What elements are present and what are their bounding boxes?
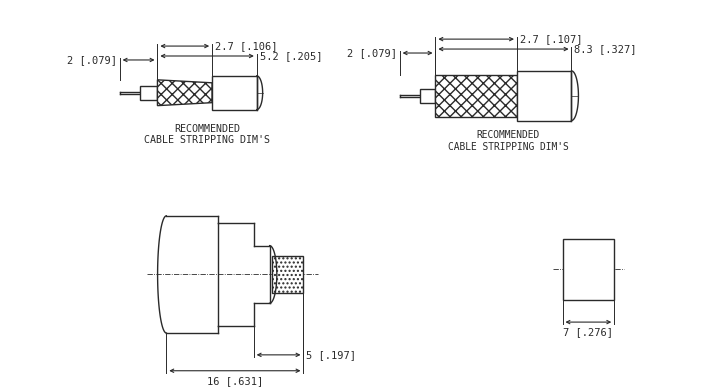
Text: 2 [.079]: 2 [.079]	[67, 55, 117, 65]
Bar	[436, 75, 517, 117]
Text: 8.3 [.327]: 8.3 [.327]	[575, 44, 637, 54]
Text: 2 [.079]: 2 [.079]	[347, 48, 397, 58]
Text: RECOMMENDED
CABLE STRIPPING DIM'S: RECOMMENDED CABLE STRIPPING DIM'S	[144, 124, 270, 145]
Bar	[562, 239, 614, 300]
Polygon shape	[158, 80, 212, 106]
Text: 7 [.276]: 7 [.276]	[563, 327, 613, 337]
Text: RECOMMENDED
CABLE STRIPPING DIM'S: RECOMMENDED CABLE STRIPPING DIM'S	[448, 131, 569, 152]
Text: 5.2 [.205]: 5.2 [.205]	[260, 51, 323, 61]
Text: 2.7 [.107]: 2.7 [.107]	[520, 34, 582, 44]
Bar	[140, 86, 158, 100]
Bar	[212, 76, 257, 109]
Bar	[271, 256, 303, 293]
Bar	[517, 71, 572, 120]
Bar	[420, 89, 436, 103]
Text: 16 [.631]: 16 [.631]	[207, 376, 263, 386]
Text: 5 [.197]: 5 [.197]	[307, 350, 356, 360]
Text: 2.7 [.106]: 2.7 [.106]	[215, 41, 277, 51]
